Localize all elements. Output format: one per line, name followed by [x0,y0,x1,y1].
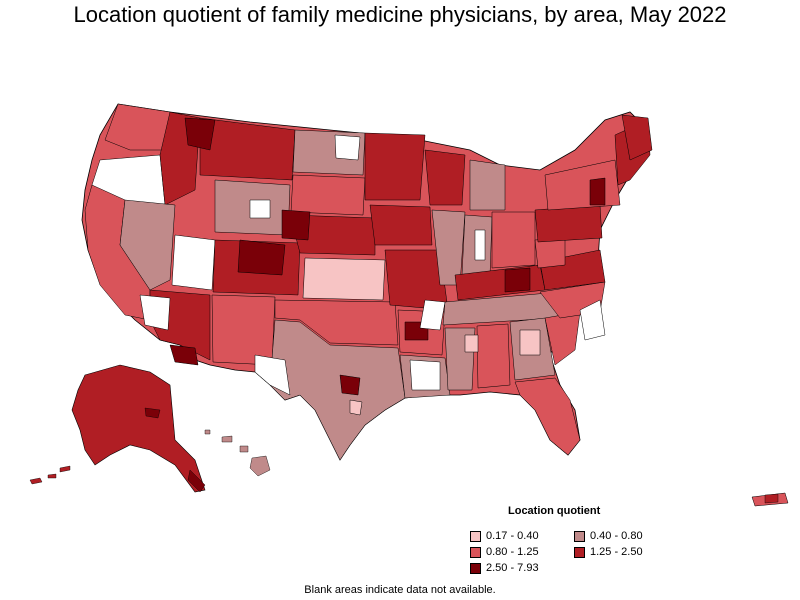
legend-label-q4: 1.25 - 2.50 [590,546,643,558]
region-maine [621,114,653,161]
area-light-1 [349,399,363,416]
map-title: Location quotient of family medicine phy… [73,2,727,27]
legend-item-q3: 0.80 - 1.25 [470,545,539,559]
region-alabama [476,323,511,389]
legend-item-q1: 0.17 - 0.40 [470,529,539,543]
hawaii-big-island [249,455,271,477]
region-pennsylvania [534,204,603,243]
hawaii-island-3 [239,445,249,453]
legend-swatch-q4 [574,546,585,558]
region-montana-nw [184,117,216,151]
legend-swatch-q1 [470,530,481,542]
hawaii [204,429,271,477]
legend-label-q1: 0.17 - 0.40 [486,530,539,542]
region-utah-blank [171,234,216,291]
region-ohio [491,211,536,269]
region-kansas [302,257,386,301]
area-dark-6 [589,177,606,206]
alaska-shape [71,364,206,493]
region-south-dakota [290,174,366,216]
legend-swatch-q3 [470,546,481,558]
area-blank-1 [334,134,361,161]
region-new-mexico [211,294,276,366]
area-blank-4 [249,199,271,219]
legend-item-q5: 2.50 - 7.93 [470,561,539,575]
area-light-2 [464,334,479,353]
legend-swatch-q5 [470,562,481,574]
legend-label-q3: 0.80 - 1.25 [486,546,539,558]
region-washington [104,103,171,151]
footnote: Blank areas indicate data not available. [304,584,496,596]
area-blank-2 [419,299,446,331]
legend-label-q2: 0.40 - 0.80 [590,530,643,542]
alaska [29,364,206,493]
region-montana [199,117,296,181]
puerto-rico [751,492,789,507]
region-texas [269,319,406,461]
area-blank-5 [579,299,606,341]
contiguous-us [81,103,653,461]
legend-title: Location quotient [508,505,601,517]
legend-swatch-q2 [574,530,585,542]
region-west-virginia [534,237,566,269]
area-dark-1 [281,209,311,241]
legend-label-q5: 2.50 - 7.93 [486,562,539,574]
region-iowa [369,204,433,246]
region-florida [514,377,581,456]
region-colorado-dark [237,239,286,276]
legend-item-q2: 0.40 - 0.80 [574,529,643,543]
region-michigan [469,159,506,211]
alaska-dark-panhandle [187,469,206,493]
area-blank-3 [409,359,441,391]
region-arizona-blank [139,294,171,331]
area-blank-6 [474,229,486,261]
area-dark-3 [169,344,199,366]
hawaii-island-2 [221,435,233,443]
region-texas-west-blank [254,354,291,396]
alaska-dark-area [144,407,161,419]
area-dark-4 [339,374,361,396]
region-minnesota [364,132,426,201]
region-wisconsin [424,149,466,206]
alaska-islands [29,465,71,485]
hawaii-island-1 [204,429,211,435]
legend-item-q4: 1.25 - 2.50 [574,545,643,559]
puerto-rico-dark [764,493,779,504]
area-dark-2 [504,267,531,293]
region-nebraska [289,214,376,256]
region-georgia-light [519,329,541,356]
region-nevada [119,199,176,291]
